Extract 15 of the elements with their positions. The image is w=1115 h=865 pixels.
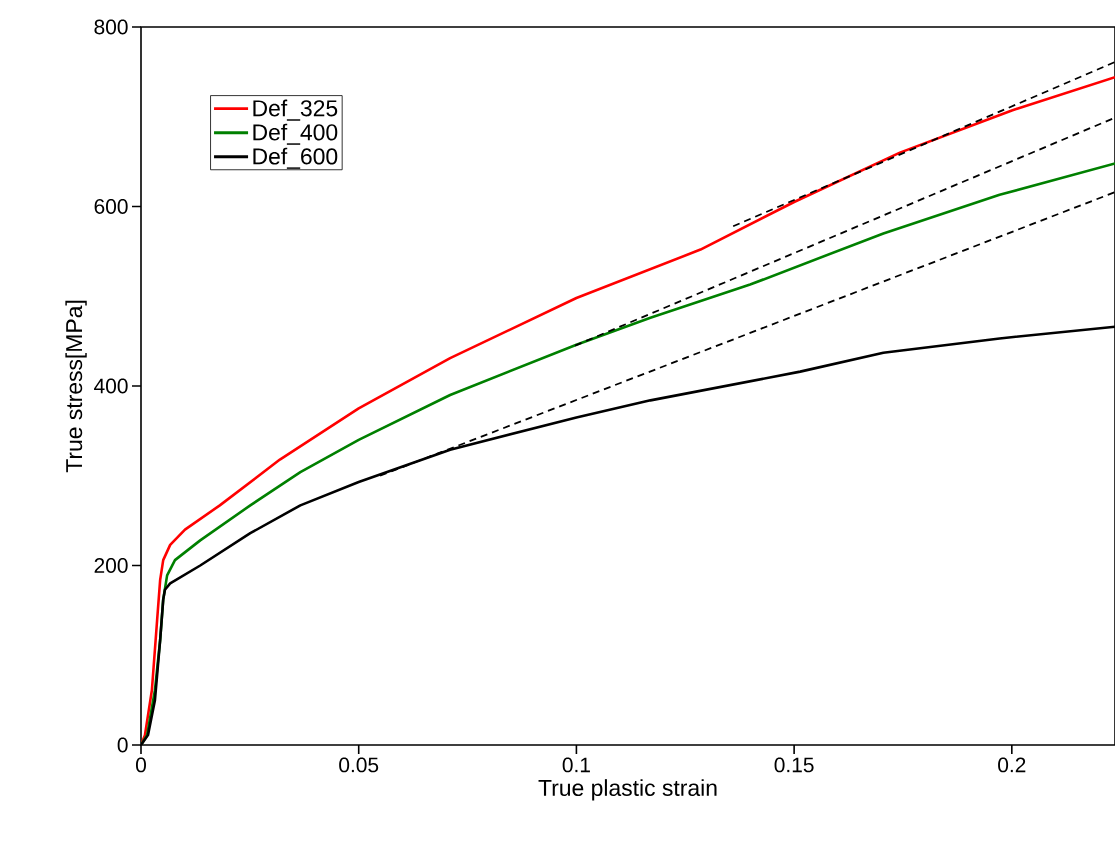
legend-label: Def_400 [253, 123, 338, 145]
x-tick-label: 0.15 [774, 757, 814, 773]
x-axis-title: True plastic strain [538, 779, 717, 801]
legend-label: Def_600 [253, 147, 338, 169]
y-tick-label: 800 [94, 19, 128, 35]
x-tick-label: 0.05 [339, 757, 379, 773]
x-tick-label: 0.1 [562, 757, 590, 773]
y-tick-label: 400 [94, 378, 128, 394]
y-axis-title: True stress[MPa] [65, 300, 87, 473]
y-tick-label: 600 [94, 199, 128, 214]
x-tick-label: 0.2 [998, 757, 1026, 773]
legend-label: Def_325 [253, 99, 338, 121]
y-tick-label: 200 [94, 558, 128, 573]
y-tick-label: 0 [117, 737, 128, 753]
x-tick-label: 0 [136, 757, 146, 773]
